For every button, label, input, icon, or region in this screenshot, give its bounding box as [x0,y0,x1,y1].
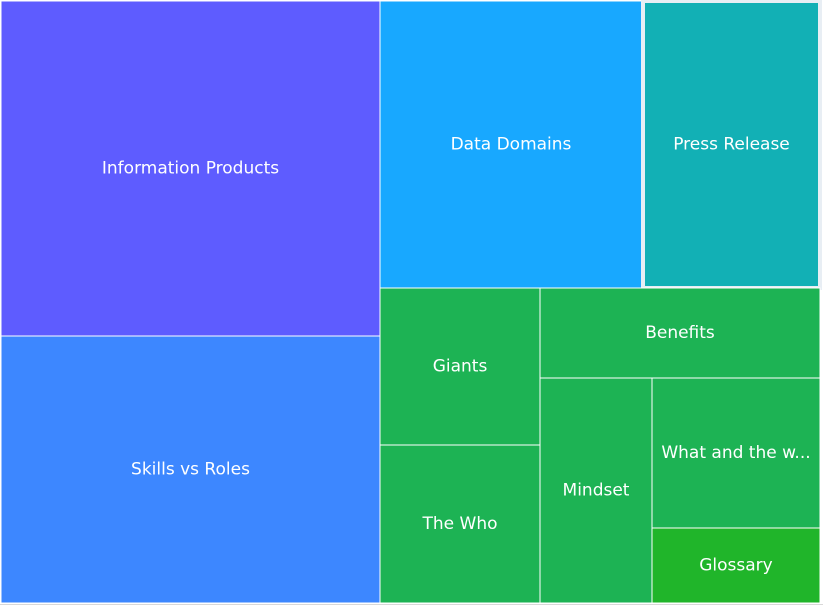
treemap-tile-label-data-domains: Data Domains [451,135,572,155]
treemap-tile-information-products[interactable]: Information Products [0,0,381,337]
treemap-tile-data-domains[interactable]: Data Domains [379,0,643,289]
treemap-tile-label-mindset: Mindset [563,481,630,501]
treemap-tile-label-press-release: Press Release [673,135,790,155]
treemap-tile-label-the-who: The Who [421,514,497,534]
chart-bottom-border [0,604,823,605]
treemap-tile-rect-glossary[interactable] [651,527,821,604]
treemap-tile-label-benefits: Benefits [645,323,715,343]
treemap-tile-giants[interactable]: Giants [379,287,541,446]
treemap-tile-rect-data-domains[interactable] [379,0,643,289]
treemap-tile-what-and-the-w[interactable]: What and the w... [651,377,821,529]
treemap-tile-rect-press-release[interactable] [641,0,822,290]
treemap-tile-label-glossary: Glossary [699,556,772,576]
treemap-tile-skills-vs-roles[interactable]: Skills vs Roles [0,335,381,604]
treemap-tile-rect-the-who[interactable] [379,444,541,604]
treemap-tile-rect-giants[interactable] [379,287,541,446]
treemap-tile-mindset[interactable]: Mindset [539,377,653,604]
treemap-tile-label-information-products: Information Products [102,159,279,179]
treemap-tile-rect-skills-vs-roles[interactable] [0,335,381,604]
treemap-tile-benefits[interactable]: Benefits [539,287,821,379]
treemap-tile-label-what-and-the-w: What and the w... [661,443,810,463]
treemap-tile-rect-information-products[interactable] [0,0,381,337]
treemap-tile-glossary[interactable]: Glossary [651,527,821,604]
treemap-tile-label-skills-vs-roles: Skills vs Roles [131,460,250,480]
treemap-tile-press-release[interactable]: Press Release [641,0,822,290]
treemap-tile-the-who[interactable]: The Who [379,444,541,604]
treemap-tile-label-giants: Giants [433,357,488,377]
treemap-tile-rect-mindset[interactable] [539,377,653,604]
